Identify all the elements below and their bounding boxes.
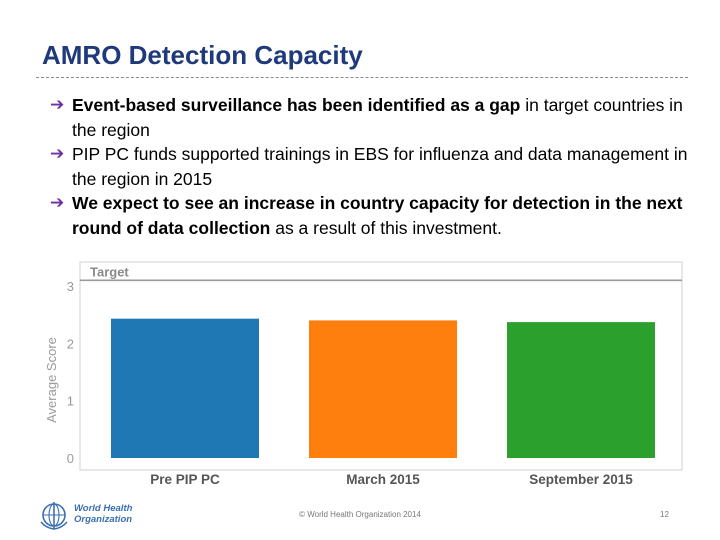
bar bbox=[309, 320, 457, 458]
bar bbox=[507, 322, 655, 458]
x-tick-label: September 2015 bbox=[529, 472, 633, 487]
bullet-list: ➔ Event-based surveillance has been iden… bbox=[50, 93, 690, 240]
target-label: Target bbox=[90, 264, 129, 279]
bullet-item: ➔ PIP PC funds supported trainings in EB… bbox=[50, 142, 690, 191]
who-logo: World Health Organization bbox=[38, 500, 158, 532]
bullet-item: ➔ Event-based surveillance has been iden… bbox=[50, 93, 690, 142]
page-number: 12 bbox=[660, 510, 669, 519]
y-tick-label: 3 bbox=[67, 279, 74, 294]
x-tick-label: March 2015 bbox=[346, 472, 420, 487]
bullet-text: as a result of this investment. bbox=[270, 217, 502, 238]
title-divider bbox=[36, 77, 688, 78]
y-tick-label: 0 bbox=[67, 451, 74, 466]
who-emblem-icon bbox=[40, 502, 68, 530]
copyright-text: © World Health Organization 2014 bbox=[299, 510, 421, 519]
y-axis-label: Average Score bbox=[44, 337, 59, 423]
bar bbox=[111, 318, 259, 458]
slide-title: AMRO Detection Capacity bbox=[42, 40, 363, 70]
y-tick-label: 1 bbox=[67, 394, 74, 409]
y-tick-label: 2 bbox=[67, 336, 74, 351]
bullet-item: ➔ We expect to see an increase in countr… bbox=[50, 191, 690, 240]
arrow-icon: ➔ bbox=[50, 193, 65, 213]
arrow-icon: ➔ bbox=[50, 95, 65, 115]
org-name-line2: Organization bbox=[74, 514, 133, 525]
x-tick-label: Pre PIP PC bbox=[150, 472, 220, 487]
arrow-icon: ➔ bbox=[50, 144, 65, 164]
bullet-bold-text: Event-based surveillance has been identi… bbox=[72, 95, 521, 115]
bullet-bold-text: We expect to see an increase in country … bbox=[72, 193, 683, 238]
bar-chart-svg: 0 1 2 3 Average Score Target Pre PIP PC March 2… bbox=[44, 261, 683, 487]
bullet-text: PIP PC funds supported trainings in EBS … bbox=[72, 144, 688, 189]
bullet-text: in target countries in the region bbox=[72, 95, 683, 140]
org-name-line1: World Health bbox=[74, 503, 133, 514]
bar-chart: 0 1 2 3 Average Score Target Pre PIP PC March 2… bbox=[30, 258, 688, 498]
